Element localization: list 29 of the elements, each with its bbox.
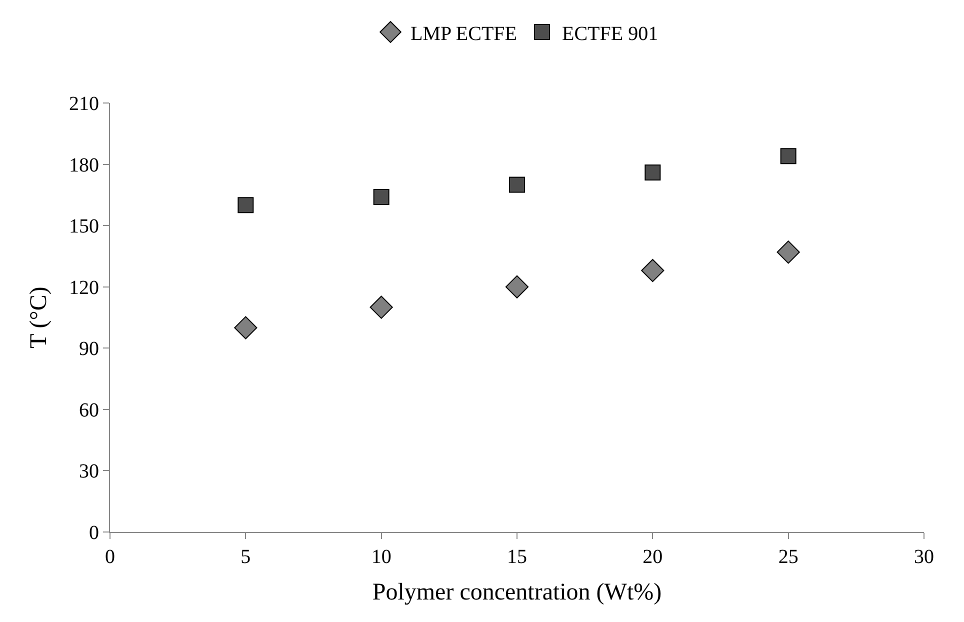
y-tick-label: 180 bbox=[69, 154, 99, 176]
x-tick-label: 25 bbox=[778, 546, 798, 568]
point bbox=[641, 258, 664, 282]
point bbox=[509, 176, 525, 193]
y-tick-label: 30 bbox=[79, 460, 99, 483]
y-tick-label: 90 bbox=[79, 338, 99, 360]
x-tick-label: 10 bbox=[371, 546, 392, 568]
point bbox=[644, 164, 661, 180]
y-tick-label: 120 bbox=[69, 276, 99, 299]
point bbox=[370, 296, 393, 319]
y-tick-label: 0 bbox=[89, 522, 99, 544]
x-tick-label: 15 bbox=[507, 546, 527, 568]
point bbox=[373, 188, 390, 205]
x-tick-label: 0 bbox=[105, 546, 115, 568]
x-tick-label: 30 bbox=[914, 546, 934, 568]
point bbox=[238, 197, 254, 214]
x-tick-label: 20 bbox=[642, 546, 663, 568]
x-axis-title: Polymer concentration (Wt%) bbox=[372, 579, 662, 606]
point bbox=[505, 275, 529, 298]
y-tick-label: 150 bbox=[69, 216, 99, 238]
y-axis-title: T (°C) bbox=[26, 286, 52, 348]
point bbox=[780, 148, 796, 164]
y-tick-label: 210 bbox=[69, 93, 99, 115]
y-tick-label: 60 bbox=[79, 399, 99, 422]
point bbox=[234, 316, 258, 340]
legend-label: ECTFE 901 bbox=[562, 22, 658, 45]
legend-label: LMP ECTFE bbox=[410, 22, 517, 45]
x-tick-label: 5 bbox=[240, 546, 251, 568]
point bbox=[776, 240, 800, 264]
